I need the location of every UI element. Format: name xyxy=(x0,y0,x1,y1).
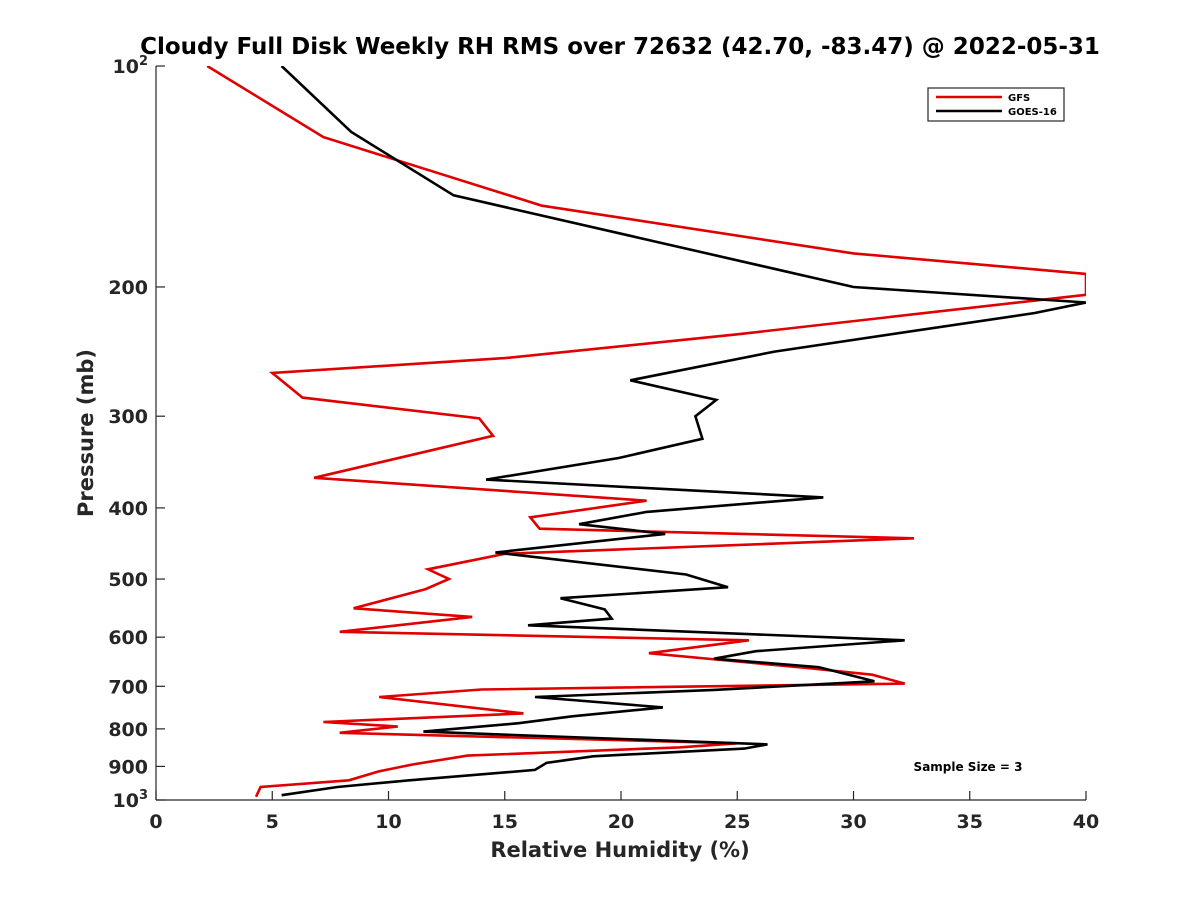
sample-size-annotation: Sample Size = 3 xyxy=(914,760,1023,774)
y-tick-label: 900 xyxy=(108,756,148,778)
y-tick-label: 400 xyxy=(108,498,148,520)
series-line-goes-16 xyxy=(280,66,1086,797)
y-tick-label: 200 xyxy=(108,277,148,299)
x-axis-label: Relative Humidity (%) xyxy=(490,838,749,862)
y-tick-label: 500 xyxy=(108,569,148,591)
y-tick-label: 103 xyxy=(113,788,149,812)
y-tick-label: 300 xyxy=(108,406,148,428)
x-tick-label: 0 xyxy=(149,811,162,833)
y-tick-label: 800 xyxy=(108,719,148,741)
y-tick-label: 600 xyxy=(108,627,148,649)
y-tick-label: 102 xyxy=(113,54,149,78)
legend-box xyxy=(927,87,1065,122)
plot-area: 0 5 10 15 20 25 30 35 40 102 200 300 400 500 600 700 800… xyxy=(108,54,1099,833)
x-tick-label: 20 xyxy=(608,811,634,833)
x-tick-label: 40 xyxy=(1073,811,1099,833)
legend-label-gfs: GFS xyxy=(1008,93,1030,104)
series-line-gfs xyxy=(206,66,1086,798)
x-tick-label: 10 xyxy=(375,811,401,833)
y-axis-label: Pressure (mb) xyxy=(74,349,98,517)
x-tick-label: 35 xyxy=(957,811,983,833)
y-tick-label: 700 xyxy=(108,676,148,698)
chart-title: Cloudy Full Disk Weekly RH RMS over 7263… xyxy=(140,34,1100,60)
x-tick-label: 30 xyxy=(840,811,866,833)
legend-label-goes-16: GOES-16 xyxy=(1008,107,1057,118)
x-tick-label: 5 xyxy=(266,811,279,833)
legend: GFS GOES-16 xyxy=(927,87,1065,122)
x-tick-label: 25 xyxy=(724,811,750,833)
x-tick-label: 15 xyxy=(492,811,518,833)
